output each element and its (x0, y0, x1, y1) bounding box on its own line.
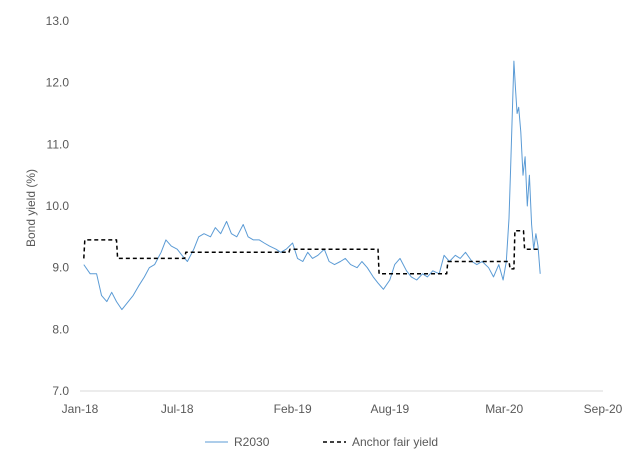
legend: R2030 Anchor fair yield (205, 435, 438, 449)
x-tick-label: Jul-18 (161, 402, 194, 416)
x-tick-label: Aug-19 (370, 402, 409, 416)
y-tick-label: 13.0 (46, 14, 70, 28)
x-tick-label: Jan-18 (62, 402, 99, 416)
x-tick-label: Mar-20 (485, 402, 523, 416)
y-tick-label: 8.0 (52, 322, 69, 336)
x-tick-label: Sep-20 (584, 402, 623, 416)
y-tick-label: 9.0 (52, 261, 69, 275)
y-tick-label: 11.0 (47, 137, 70, 151)
x-axis-ticks: Jan-18 Jul-18 Feb-19 Aug-19 Mar-20 Sep-20 (62, 402, 623, 416)
y-axis-ticks: 7.0 8.0 9.0 10.0 11.0 12.0 13.0 (46, 14, 70, 398)
legend-label: Anchor fair yield (352, 435, 438, 449)
r2030-yield-line (83, 60, 541, 311)
legend-label: R2030 (234, 435, 270, 449)
series-group (83, 60, 541, 311)
y-tick-label: 10.0 (46, 199, 70, 213)
anchor-fair-yield-line (83, 229, 541, 275)
x-tick-label: Feb-19 (274, 402, 312, 416)
y-axis-title: Bond yield (%) (24, 169, 38, 247)
y-tick-label: 12.0 (46, 76, 70, 90)
y-tick-label: 7.0 (52, 384, 69, 398)
